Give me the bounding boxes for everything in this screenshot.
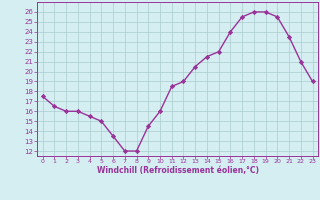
X-axis label: Windchill (Refroidissement éolien,°C): Windchill (Refroidissement éolien,°C) [97,166,259,175]
